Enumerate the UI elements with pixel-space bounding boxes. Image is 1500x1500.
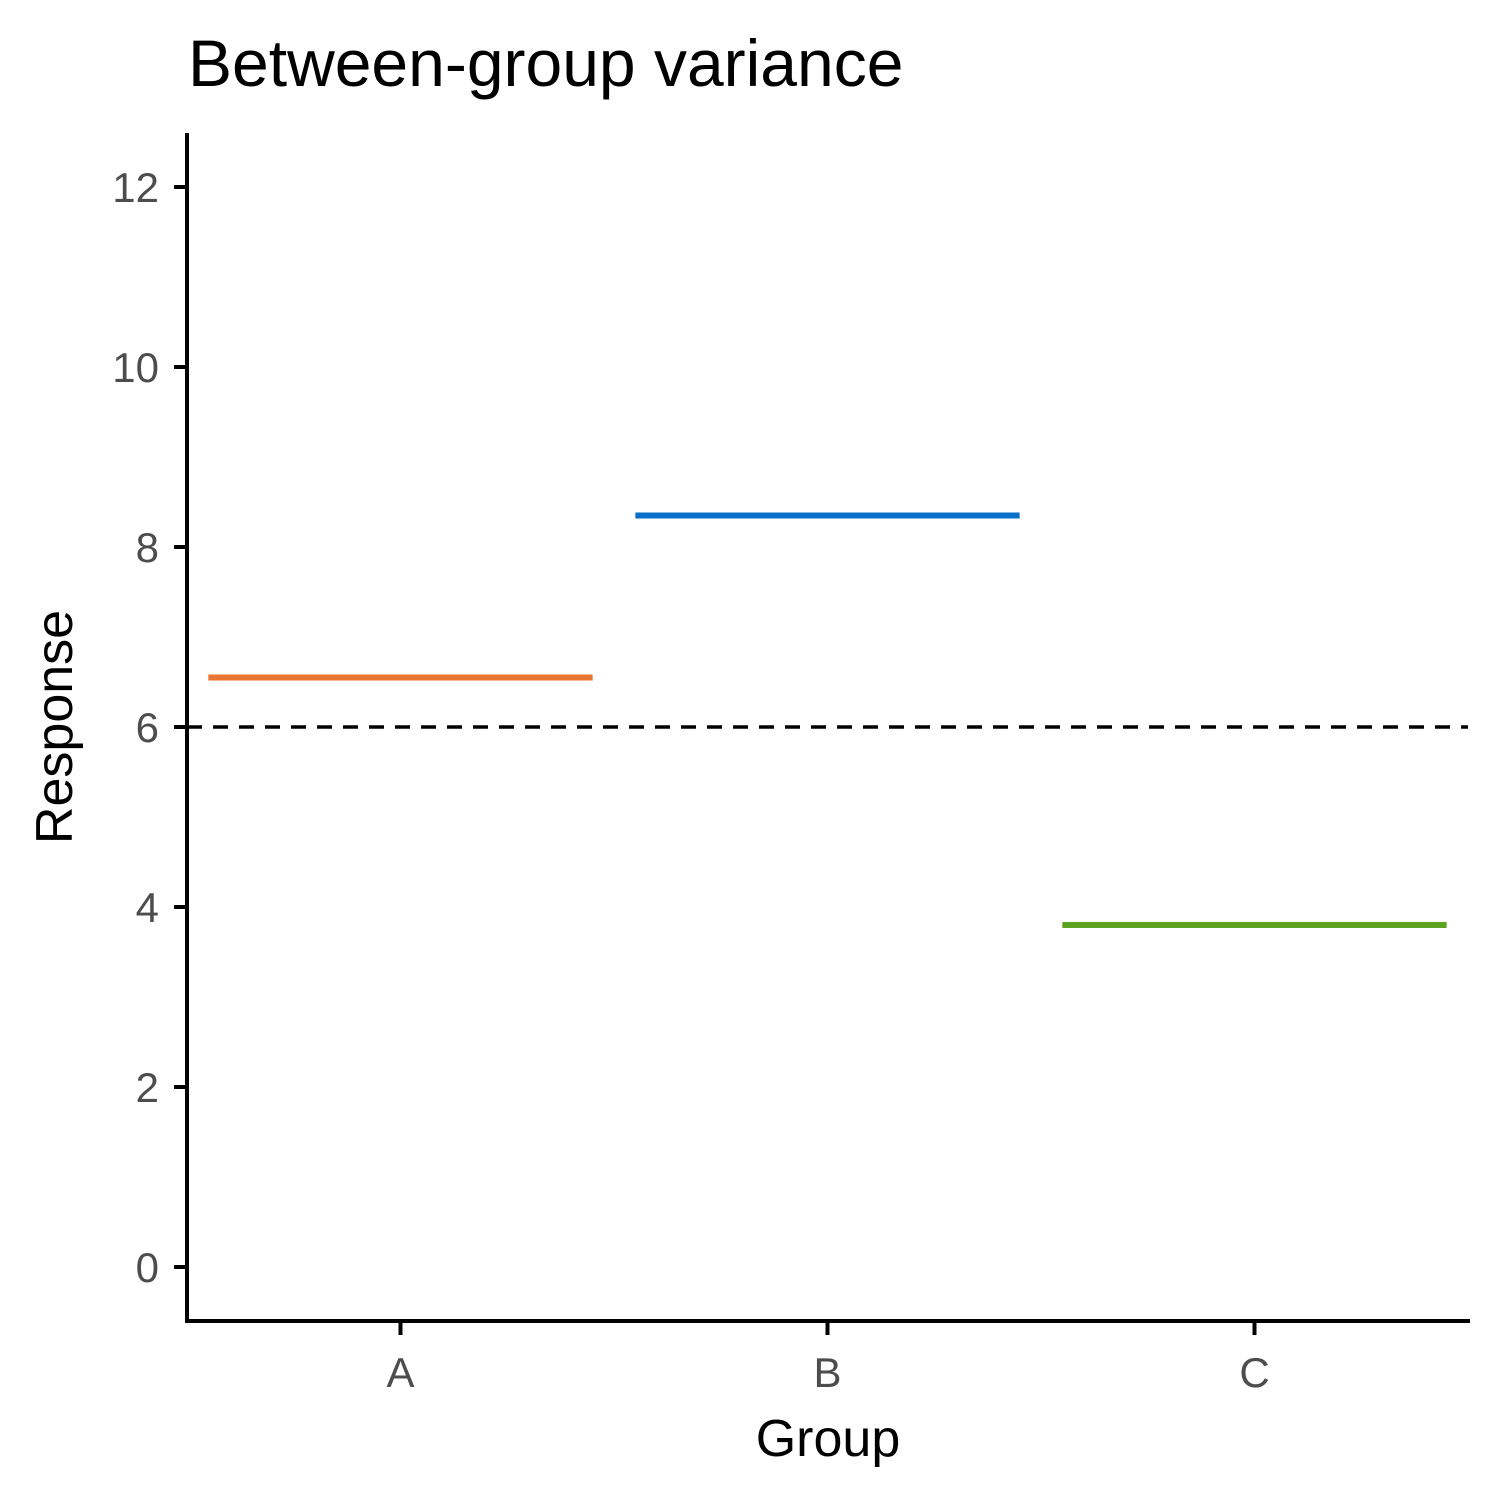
y-tick-label: 0 — [136, 1244, 159, 1291]
x-axis: A B C — [386, 1321, 1270, 1396]
y-axis: 0 2 4 6 8 10 12 — [112, 164, 187, 1291]
y-tick-label: 4 — [136, 884, 159, 931]
y-tick-label: 8 — [136, 524, 159, 571]
chart-title: Between-group variance — [188, 26, 903, 100]
y-tick-label: 2 — [136, 1064, 159, 1111]
y-tick-label: 10 — [112, 344, 159, 391]
y-axis-title: Response — [26, 610, 84, 844]
y-tick-label: 6 — [136, 704, 159, 751]
y-tick-label: 12 — [112, 164, 159, 211]
x-axis-title: Group — [756, 1410, 901, 1468]
x-tick-label: A — [386, 1349, 414, 1396]
x-tick-label: C — [1239, 1349, 1269, 1396]
x-tick-label: B — [813, 1349, 841, 1396]
plot-area — [187, 512, 1468, 928]
